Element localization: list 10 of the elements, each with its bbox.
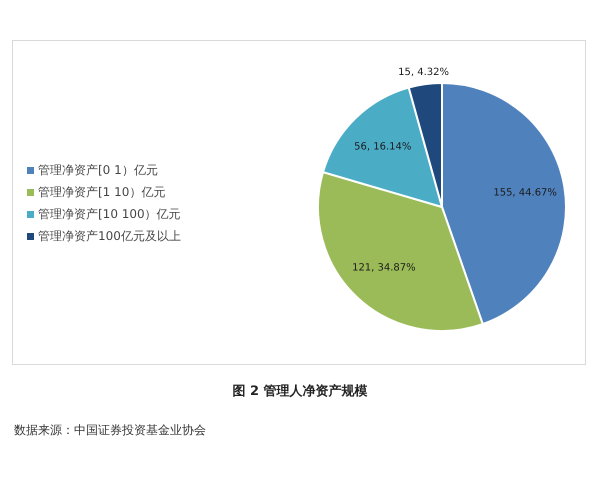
data-label: 121, 34.87% — [352, 262, 416, 274]
source-note: 数据来源：中国证券投资基金业协会 — [14, 422, 206, 439]
legend-label: 管理净资产100亿元及以上 — [38, 228, 181, 242]
legend-label: 管理净资产[0 1）亿元 — [38, 162, 158, 176]
data-label: 155, 44.67% — [493, 187, 557, 198]
data-label: 15, 4.32% — [398, 66, 450, 78]
text: 图 2 管理人净资产规模 — [231, 382, 369, 400]
data-label: 56, 16.14% — [354, 141, 412, 152]
legend-label: 管理净资产[10 100）亿元 — [38, 206, 181, 220]
legend-label: 管理净资产[1 10）亿元 — [38, 184, 166, 198]
